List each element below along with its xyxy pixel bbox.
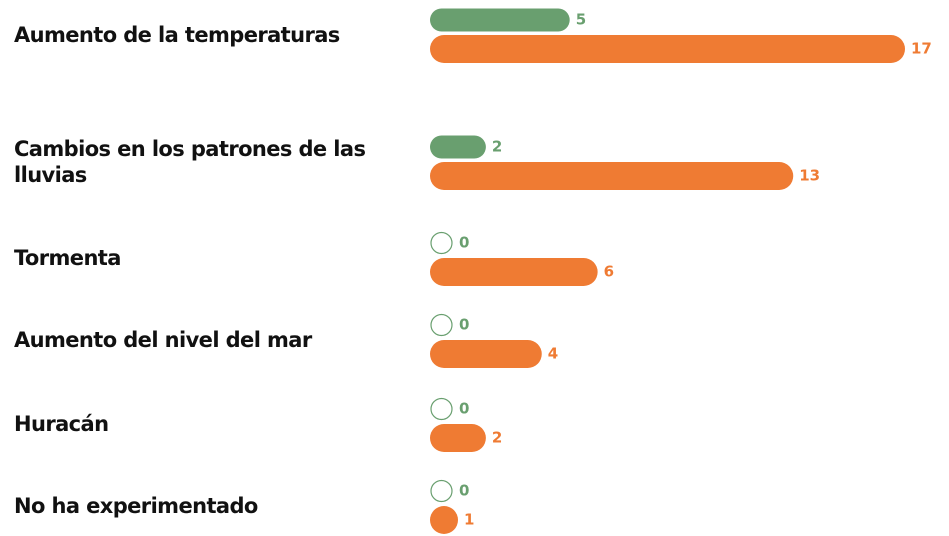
bar-empty — [430, 397, 453, 421]
category-label: Tormenta — [14, 246, 121, 270]
bar-empty — [430, 231, 453, 255]
category-label: Aumento de la temperaturas — [14, 23, 340, 47]
value-label: 4 — [548, 345, 558, 363]
bar — [430, 340, 542, 368]
category-label: No ha experimentado — [14, 494, 258, 518]
bar — [430, 424, 486, 452]
bar-empty — [430, 313, 453, 337]
bar — [430, 35, 905, 63]
value-label: 0 — [459, 316, 469, 334]
bar — [430, 135, 486, 159]
category-label: Huracán — [14, 412, 109, 436]
value-label: 0 — [459, 482, 469, 500]
category-label: Aumento del nivel del mar — [14, 328, 312, 352]
bar — [430, 258, 598, 286]
bar — [430, 506, 458, 534]
value-label: 2 — [492, 429, 502, 447]
bar-empty — [430, 479, 453, 503]
value-label: 17 — [911, 40, 932, 58]
value-label: 0 — [459, 234, 469, 252]
value-label: 1 — [464, 511, 474, 529]
category-label: Cambios en los patrones de las lluvias — [14, 137, 366, 187]
value-label: 2 — [492, 138, 502, 156]
bar — [430, 8, 570, 32]
value-label: 0 — [459, 400, 469, 418]
value-label: 6 — [604, 263, 614, 281]
value-label: 13 — [799, 167, 820, 185]
bar — [430, 162, 794, 190]
value-label: 5 — [576, 11, 586, 29]
